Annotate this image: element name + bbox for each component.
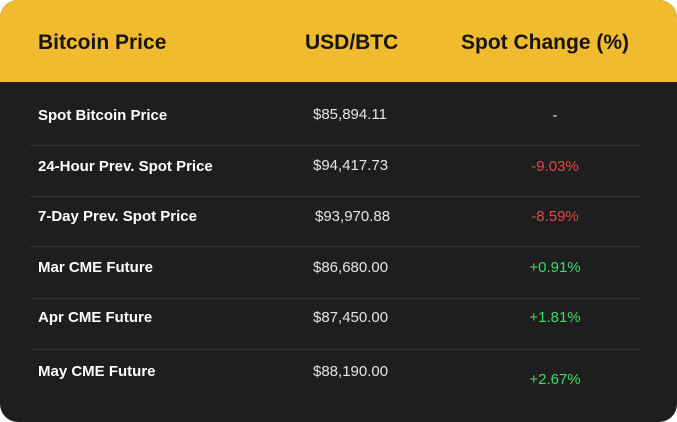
header-spot-change: Spot Change (%) [461, 31, 629, 54]
row-change: -9.03% [531, 158, 579, 175]
table-row: 7-Day Prev. Spot Price $93,970.88 -8.59% [0, 197, 677, 247]
row-change: +1.81% [529, 309, 581, 326]
table-header: Bitcoin Price USD/BTC Spot Change (%) [0, 0, 677, 82]
row-label: Apr CME Future [38, 309, 153, 326]
row-price: $86,680.00 [313, 259, 389, 276]
table-row: Apr CME Future $87,450.00 +1.81% [0, 299, 677, 349]
row-label: Mar CME Future [38, 259, 154, 276]
row-divider [30, 145, 640, 146]
row-label: 7-Day Prev. Spot Price [38, 208, 197, 225]
row-label: May CME Future [38, 363, 156, 380]
row-divider [30, 349, 640, 350]
table-row: May CME Future $88,190.00 +2.67% [0, 350, 677, 400]
header-bitcoin-price: Bitcoin Price [38, 31, 167, 54]
row-label: Spot Bitcoin Price [38, 107, 168, 124]
row-price: $94,417.73 [313, 157, 389, 174]
row-label: 24-Hour Prev. Spot Price [38, 158, 213, 175]
row-divider [30, 298, 640, 299]
header-usd-btc: USD/BTC [305, 31, 399, 54]
row-price: $93,970.88 [315, 208, 391, 225]
table-row: Mar CME Future $86,680.00 +0.91% [0, 247, 677, 297]
row-change: - [552, 107, 558, 124]
row-price: $88,190.00 [313, 363, 389, 380]
table-row: Spot Bitcoin Price $85,894.11 - [0, 92, 677, 142]
row-change: -8.59% [531, 208, 579, 225]
row-divider [30, 246, 640, 247]
row-divider [30, 196, 640, 197]
row-change: +2.67% [529, 371, 581, 388]
table-row: 24-Hour Prev. Spot Price $94,417.73 -9.0… [0, 146, 677, 196]
row-change: +0.91% [529, 259, 581, 276]
row-price: $85,894.11 [313, 106, 387, 123]
row-price: $87,450.00 [313, 309, 389, 326]
